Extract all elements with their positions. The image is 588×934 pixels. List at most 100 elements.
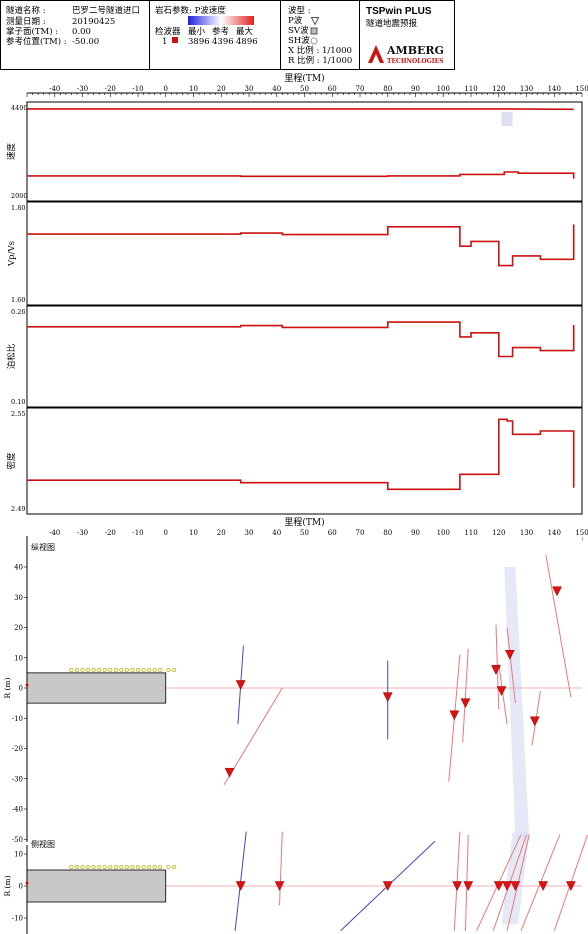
x-scale-text: X 比例 : 1/1000 (288, 46, 352, 56)
x-tick-label: 70 (356, 529, 365, 537)
col-ref-label: 参考 (212, 27, 230, 37)
reflector-marker (565, 881, 576, 892)
reflector-marker (235, 881, 246, 892)
x-tick-label: -30 (77, 85, 88, 93)
x-tick-label: -20 (105, 85, 116, 93)
receiver-dot (86, 864, 91, 870)
info-value-tunnel: 巴罗二号隧道进口 (72, 6, 141, 16)
reflector-marker (552, 586, 562, 597)
val-min: 3896 (188, 37, 210, 47)
info-label-date: 测量日期 : (6, 17, 46, 27)
x-tick-label: 50 (300, 529, 309, 537)
receiver-dot (147, 667, 152, 672)
receiver-dot (124, 667, 129, 672)
receiver-dot (108, 864, 113, 870)
receiver-dot (141, 864, 146, 870)
receiver-dot (147, 864, 152, 870)
wave-sh-label: SH波 (288, 36, 310, 46)
tunnel-block (26, 672, 167, 704)
reflector-line (279, 831, 283, 906)
receiver-dot (69, 864, 74, 870)
x-tick-label: -40 (49, 85, 60, 93)
reflector-marker (502, 881, 512, 892)
receiver-dot (102, 864, 107, 870)
reflector-line (462, 648, 469, 743)
receiver-dot (108, 667, 113, 672)
y-tick-label: 0.26 (11, 308, 25, 316)
x-tick-label: 50 (300, 85, 309, 93)
receiver-dot (124, 864, 129, 870)
receiver-dot (80, 667, 85, 672)
y-tick-label: 0 (19, 883, 23, 891)
receiver-dot (97, 667, 102, 672)
x-tick-label: -40 (49, 529, 60, 537)
reflector-line (453, 831, 461, 931)
receiver-dot (74, 864, 79, 870)
source-dot (25, 881, 29, 885)
reflector-marker (510, 881, 521, 892)
x-tick-label: 130 (520, 85, 533, 93)
x-tick-label: -10 (132, 529, 143, 537)
svg-text:AMBERG: AMBERG (386, 44, 444, 57)
x-tick-label: 20 (217, 529, 226, 537)
x-tick-label: 30 (245, 85, 254, 93)
brand-title: TSPwin PLUS (366, 6, 432, 17)
receiver-dot (166, 864, 171, 870)
reflector-marker (382, 881, 393, 892)
tsp-chart: 里程(TM)-40 -30 -20 -10 0 10 20 30 40 50 60 70 80 90 100… (3, 73, 588, 934)
y-tick-label: -30 (12, 775, 23, 783)
reflector-marker (538, 881, 549, 892)
view-title-side-view: 侧视图 (31, 839, 55, 849)
x-tick-label: 80 (383, 85, 392, 93)
x-tick-label: 60 (328, 85, 337, 93)
x-tick-label: 120 (492, 85, 505, 93)
x-tick-label: 150 (575, 529, 588, 537)
reflector-marker (224, 767, 235, 778)
x-tick-label: 0 (164, 85, 168, 93)
x-tick-label: 40 (272, 85, 281, 93)
y-axis-label-plan-view: R (m) (3, 677, 12, 698)
y-tick-label: 2.49 (11, 505, 25, 513)
x-tick-label: 0 (164, 529, 168, 537)
x-tick-label: 10 (189, 85, 198, 93)
reflector-marker (449, 710, 460, 721)
amberg-logo-icon: AMBERG TECHNOLOGIES (368, 44, 444, 65)
uncertainty-shade (501, 831, 530, 925)
x-tick-label: 140 (548, 85, 561, 93)
y-tick-label: 10 (14, 654, 23, 662)
x-tick-label: 90 (411, 85, 420, 93)
wave-type-box: 波型 : P波 SV波 SH波 X 比例 : 1/1000 R 比例 : 1/1… (280, 0, 360, 70)
y-tick-label: 1.60 (11, 296, 25, 304)
uncertainty-shade (504, 567, 530, 840)
geophone-label: 检波器 (155, 27, 181, 37)
receiver-dot (102, 667, 107, 672)
info-label-ref: 参考位置(TM) : (6, 37, 67, 47)
x-tick-label: 110 (464, 85, 477, 93)
x-axis-title: 里程(TM) (284, 517, 324, 528)
receiver-dot (74, 667, 79, 672)
series-line-velocity-1 (27, 171, 575, 179)
y-tick-label: 4400 (11, 104, 28, 112)
sv-wave-square-icon (310, 27, 318, 35)
x-tick-label: 100 (437, 529, 450, 537)
project-info-box: 隧道名称 : 巴罗二号隧道进口 测量日期 : 20190425 掌子面(TM) … (0, 0, 150, 70)
receiver-dot (130, 864, 135, 870)
panel-frame-poisson (26, 305, 583, 408)
reflector-marker (452, 881, 463, 892)
info-label-face: 掌子面(TM) : (6, 27, 59, 37)
series-line-density-0 (27, 418, 575, 491)
y-tick-label: 40 (14, 564, 23, 572)
series-line-vpvs-0 (27, 224, 575, 267)
x-tick-label: -30 (77, 529, 88, 537)
x-tick-label: 110 (464, 529, 477, 537)
receiver-dot (172, 667, 177, 672)
x-tick-label: -10 (132, 85, 143, 93)
x-tick-label: 100 (437, 85, 450, 93)
receiver-dot (152, 667, 157, 672)
y-tick-label: -40 (12, 806, 23, 814)
x-tick-label: 80 (383, 529, 392, 537)
brand-subtitle: 隧道地震预报 (366, 19, 418, 29)
source-dot (25, 683, 29, 687)
x-tick-label: 10 (189, 529, 198, 537)
reflector-marker (235, 680, 246, 691)
